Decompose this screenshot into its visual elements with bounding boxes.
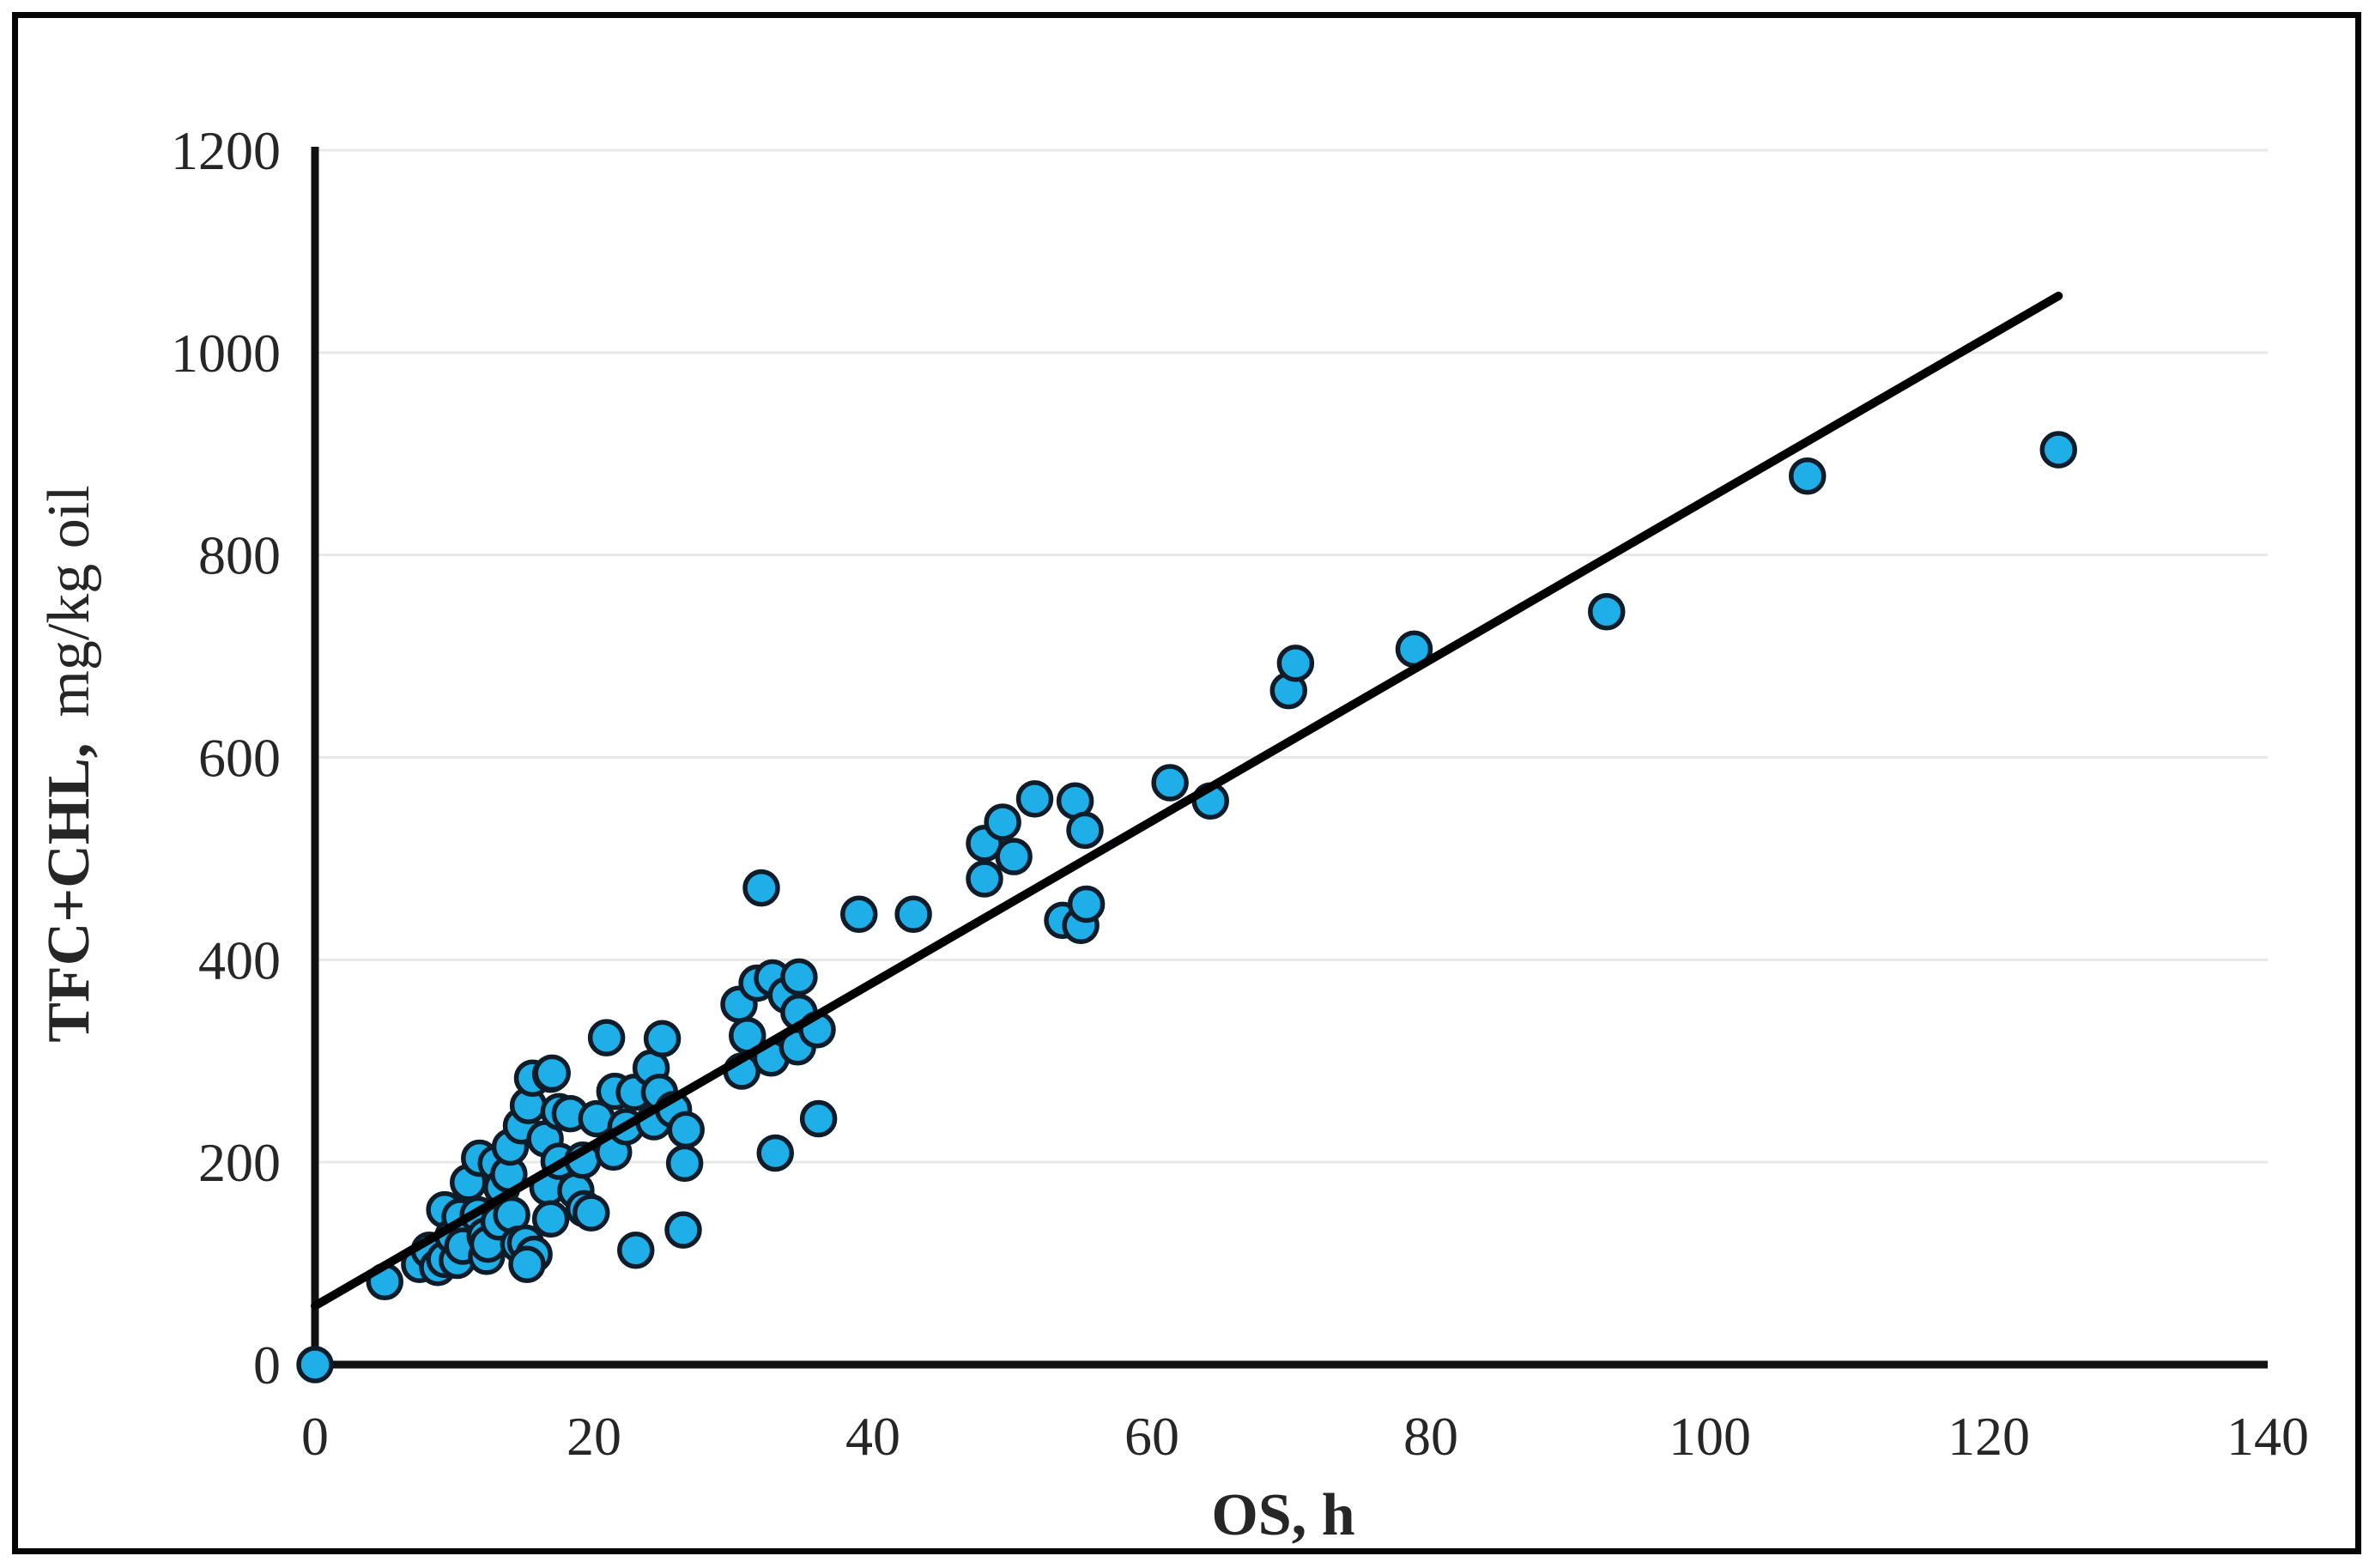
data-point [1276, 645, 1315, 682]
data-point [533, 1054, 571, 1093]
data-point [617, 1232, 655, 1269]
x-tick-label: 120 [1948, 1406, 2030, 1467]
y-axis-title-units: mg/kg oil [36, 485, 102, 717]
data-point [665, 1144, 704, 1183]
x-tick-label: 40 [845, 1406, 900, 1467]
data-point [799, 1099, 838, 1138]
y-tick-label: 1000 [171, 323, 281, 384]
data-point [664, 1211, 702, 1249]
data-point [742, 869, 780, 907]
x-axis-title: OS, h [1211, 1482, 1354, 1548]
x-tick-label: 140 [2227, 1406, 2309, 1467]
data-point [894, 895, 932, 934]
data-point [966, 860, 1003, 898]
data-point [508, 1245, 546, 1284]
y-tick-label: 800 [198, 525, 281, 586]
data-point [643, 1020, 682, 1058]
gridlines [315, 148, 2268, 1164]
data-point [587, 1019, 626, 1056]
x-tick-label: 80 [1403, 1406, 1458, 1467]
data-point [840, 895, 878, 934]
data-point [1588, 592, 1626, 631]
data-points [296, 431, 2077, 1383]
y-tick-label: 0 [253, 1335, 281, 1395]
data-point [1066, 811, 1104, 850]
x-tick-labels: 0 20 40 60 80 100 120 140 [301, 1406, 2309, 1467]
y-axis-title-bold: TFC+CHL, [36, 743, 102, 1043]
x-tick-label: 0 [301, 1406, 329, 1467]
data-point [984, 803, 1021, 841]
y-tick-labels: 0 200 400 600 800 1000 1200 [171, 120, 281, 1395]
y-tick-label: 200 [198, 1132, 281, 1193]
data-point [995, 838, 1033, 875]
y-tick-label: 400 [198, 929, 281, 990]
data-point [296, 1346, 334, 1383]
data-point [531, 1200, 570, 1238]
figure-frame [12, 12, 2361, 1554]
y-axis-title: TFC+CHL, mg/kg oil [36, 485, 102, 1042]
data-point [1015, 780, 1054, 818]
data-point [1151, 764, 1189, 802]
y-tick-label: 600 [198, 728, 281, 789]
data-point [573, 1194, 610, 1232]
data-point [667, 1111, 705, 1149]
data-point [1789, 457, 1827, 495]
data-point [780, 958, 818, 996]
y-tick-label: 1200 [171, 120, 281, 181]
data-point [756, 1134, 794, 1172]
trendline [311, 291, 2063, 1311]
data-point [1067, 885, 1106, 923]
x-tick-label: 100 [1669, 1406, 1751, 1467]
x-tick-label: 20 [566, 1406, 621, 1467]
data-point [2039, 431, 2077, 469]
x-tick-label: 60 [1124, 1406, 1179, 1467]
